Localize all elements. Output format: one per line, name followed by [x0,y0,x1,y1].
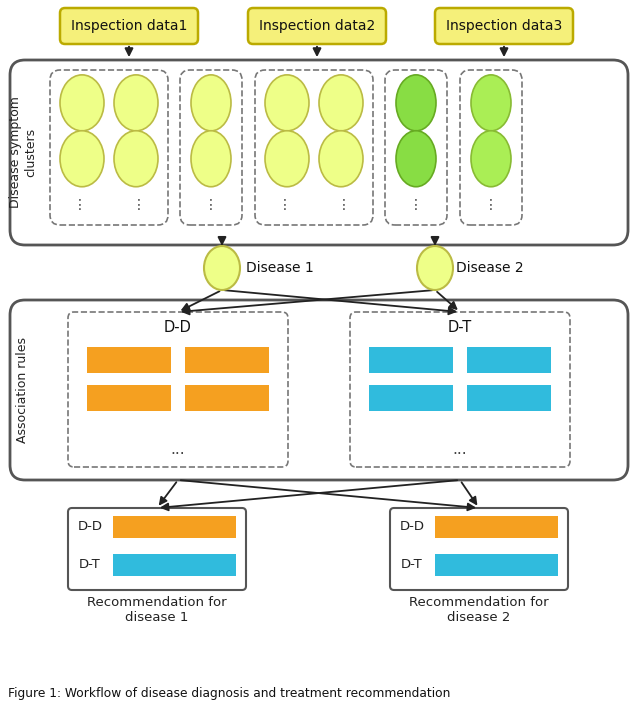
Ellipse shape [471,131,511,187]
FancyBboxPatch shape [50,70,168,225]
Bar [369,385,453,411]
Text: ...: ... [453,442,467,456]
Bar [113,554,236,576]
Text: ⋮: ⋮ [73,198,86,212]
Text: Disease 1: Disease 1 [246,261,314,275]
Ellipse shape [191,131,231,187]
Text: Recommendation for
disease 1: Recommendation for disease 1 [87,596,227,624]
Ellipse shape [114,75,158,131]
Bar [87,385,171,411]
Bar [467,385,551,411]
Bar [87,347,171,373]
Text: ...: ... [171,442,185,456]
FancyBboxPatch shape [390,508,568,590]
Ellipse shape [396,131,436,187]
Bar [185,347,269,373]
Text: Figure 1: Workflow of disease diagnosis and treatment recommendation: Figure 1: Workflow of disease diagnosis … [8,687,450,701]
FancyBboxPatch shape [180,70,242,225]
Text: D-D: D-D [399,520,424,534]
FancyBboxPatch shape [68,508,246,590]
Ellipse shape [471,75,511,131]
Ellipse shape [60,131,104,187]
Text: D-T: D-T [448,321,472,336]
FancyBboxPatch shape [248,8,386,44]
Bar [435,516,558,538]
FancyBboxPatch shape [60,8,198,44]
Text: D-D: D-D [77,520,103,534]
Bar [369,347,453,373]
Bar [113,516,236,538]
Bar [467,347,551,373]
FancyBboxPatch shape [350,312,570,467]
Ellipse shape [265,131,309,187]
Bar [185,385,269,411]
FancyBboxPatch shape [10,300,628,480]
Ellipse shape [60,75,104,131]
Text: ⋮: ⋮ [409,198,423,212]
Text: ⋮: ⋮ [204,198,218,212]
FancyBboxPatch shape [10,60,628,245]
Ellipse shape [319,131,363,187]
Ellipse shape [319,75,363,131]
Text: Disease 2: Disease 2 [456,261,524,275]
Ellipse shape [396,75,436,131]
Text: Inspection data3: Inspection data3 [446,19,562,33]
Text: ⋮: ⋮ [131,198,145,212]
Ellipse shape [204,246,240,290]
Text: Association rules: Association rules [17,337,29,443]
Text: ⋮: ⋮ [484,198,498,212]
Ellipse shape [114,131,158,187]
Ellipse shape [265,75,309,131]
FancyBboxPatch shape [255,70,373,225]
FancyBboxPatch shape [460,70,522,225]
Text: Disease symptom
clusters: Disease symptom clusters [9,97,37,208]
Text: ⋮: ⋮ [278,198,292,212]
Bar [435,554,558,576]
Text: Inspection data2: Inspection data2 [259,19,375,33]
Ellipse shape [417,246,453,290]
Text: Inspection data1: Inspection data1 [71,19,187,33]
Text: D-T: D-T [79,559,101,571]
Text: ⋮: ⋮ [337,198,350,212]
FancyBboxPatch shape [68,312,288,467]
Text: D-D: D-D [164,321,192,336]
FancyBboxPatch shape [435,8,573,44]
Ellipse shape [191,75,231,131]
Text: D-T: D-T [401,559,423,571]
Text: Recommendation for
disease 2: Recommendation for disease 2 [409,596,549,624]
FancyBboxPatch shape [385,70,447,225]
